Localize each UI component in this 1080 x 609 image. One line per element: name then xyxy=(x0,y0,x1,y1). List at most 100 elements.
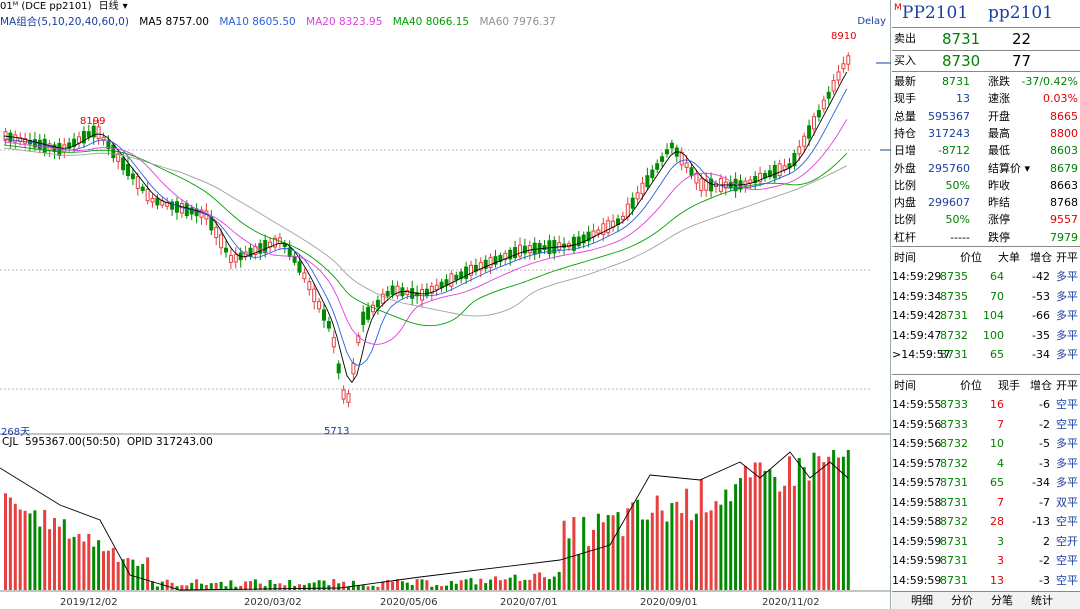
tab-price[interactable]: 分价 xyxy=(951,594,973,607)
volume-bar xyxy=(214,582,218,590)
volume-bar xyxy=(543,577,546,590)
volume-bar xyxy=(400,581,404,590)
stat-row: 内盘 299607 昨结 8768 xyxy=(892,194,1080,211)
candle xyxy=(464,266,469,279)
stat-value: -8712 xyxy=(938,144,970,158)
volume-bar xyxy=(837,457,840,590)
cell-open-close: 空平 xyxy=(1056,398,1078,411)
volume-bar xyxy=(645,519,649,590)
volume-bar xyxy=(464,579,468,590)
volume-bar xyxy=(758,462,762,590)
cell-open-close: 多平 xyxy=(1056,476,1078,489)
volume-bar xyxy=(435,585,439,590)
stat-label: 现手 xyxy=(894,92,916,106)
candle xyxy=(454,274,459,281)
volume-bar xyxy=(351,580,355,590)
cell-price: 8733 xyxy=(940,398,968,411)
volume-bar xyxy=(219,581,223,590)
candle xyxy=(478,262,483,271)
ma-line xyxy=(3,144,848,327)
stat-label: 杠杆 xyxy=(894,230,916,244)
volume-bar xyxy=(763,470,767,590)
cell-oi-change: -2 xyxy=(1039,554,1050,567)
volume-bar xyxy=(278,583,282,590)
table-row[interactable]: 14:59:59 8731 3 -2 空平 xyxy=(892,551,1080,571)
table-row[interactable]: 14:59:59 8731 3 2 空开 xyxy=(892,532,1080,552)
candle xyxy=(356,335,361,344)
table-row[interactable]: 14:59:47 8732 100 -35 多平 xyxy=(892,326,1080,346)
candle xyxy=(645,175,650,188)
volume-bar xyxy=(224,586,228,590)
volume-bar xyxy=(43,509,47,590)
cell-open-close: 多平 xyxy=(1056,309,1078,322)
kline-chart-pane[interactable]: 01ᴹ (DCE pp2101) 日线 ▾ MA组合(5,10,20,40,60,… xyxy=(0,0,891,609)
volume-bar xyxy=(655,495,659,590)
table-row[interactable]: 14:59:56 8733 7 -2 空平 xyxy=(892,415,1080,435)
volume-bar xyxy=(23,510,27,590)
volume-bar xyxy=(788,456,791,590)
candle xyxy=(552,239,557,254)
candle xyxy=(679,151,684,166)
volume-bar xyxy=(719,504,723,590)
period-selector[interactable]: 日线 xyxy=(98,1,119,12)
cell-time: 14:59:56 xyxy=(892,437,942,450)
cell-price: 8731 xyxy=(940,495,968,509)
table-row[interactable]: 14:59:57 8732 4 -3 多平 xyxy=(892,454,1080,474)
table-row[interactable]: 14:59:55 8733 16 -6 空平 xyxy=(892,395,1080,415)
volume-bar xyxy=(77,533,81,590)
cell-volume: 3 xyxy=(997,554,1004,567)
volume-bar xyxy=(170,582,174,590)
candle xyxy=(449,273,454,287)
table-row[interactable]: 14:59:29 8735 64 -42 多平 xyxy=(892,267,1080,287)
table-row[interactable]: 14:59:58 8732 28 -13 空平 xyxy=(892,512,1080,532)
stat-label: 比例 xyxy=(894,178,916,192)
cell-time: 14:59:58 xyxy=(892,515,942,528)
price-label-high1: 8199 xyxy=(80,116,105,127)
cell-volume: 7 xyxy=(997,495,1004,509)
candle xyxy=(748,179,753,184)
table-row[interactable]: 14:59:56 8732 10 -5 多平 xyxy=(892,434,1080,454)
cell-open-close: 多平 xyxy=(1056,456,1078,470)
cell-time: 14:59:59 xyxy=(892,573,942,587)
volume-bar xyxy=(547,579,551,590)
table-row[interactable]: 14:59:42 8731 104 -66 多平 xyxy=(892,306,1080,326)
candle xyxy=(557,242,562,251)
volume-bar xyxy=(513,574,517,590)
volume-bar xyxy=(641,519,644,590)
period-dropdown-icon[interactable]: ▾ xyxy=(122,1,128,12)
stat-label: 最高 xyxy=(988,126,1010,140)
table-row[interactable]: 14:59:58 8731 7 -7 双平 xyxy=(892,493,1080,513)
candle xyxy=(424,288,429,296)
candle xyxy=(782,165,787,171)
table-row[interactable]: 14:59:59 8731 13 -3 空平 xyxy=(892,571,1080,591)
volume-bar xyxy=(743,466,747,590)
candle xyxy=(797,146,802,155)
tab-ticks[interactable]: 分笔 xyxy=(991,594,1013,607)
cell-time: 14:59:59 xyxy=(892,534,942,548)
tab-stats[interactable]: 统计 xyxy=(1031,594,1053,607)
table-row[interactable]: 14:59:34 8735 70 -53 多平 xyxy=(892,287,1080,307)
bid-volume: 77 xyxy=(1012,52,1032,70)
table-row[interactable]: >14:59:57 8731 65 -34 多平 xyxy=(892,345,1080,365)
candle xyxy=(121,157,126,171)
volume-bar xyxy=(200,583,203,590)
price-label-high2: 8910 xyxy=(831,31,856,42)
volume-bar xyxy=(425,580,429,590)
volume-bar xyxy=(415,579,419,590)
tab-detail[interactable]: 明细 xyxy=(911,594,933,607)
volume-bar xyxy=(67,538,71,590)
table-row[interactable]: 14:59:57 8731 65 -34 多平 xyxy=(892,473,1080,493)
candle xyxy=(743,180,748,187)
ma-group-label[interactable]: MA组合(5,10,20,40,60,0) xyxy=(0,16,129,28)
volume-bar xyxy=(783,485,787,590)
volume-bar xyxy=(342,581,346,590)
column-header: 时间 xyxy=(894,379,916,392)
stat-label: 涨跌 xyxy=(988,75,1010,88)
volume-bar xyxy=(151,581,154,590)
volume-bar xyxy=(498,580,502,590)
volume-bar xyxy=(503,579,507,590)
ask-row: 卖出 8731 22 xyxy=(892,29,1080,49)
candle xyxy=(135,176,140,189)
volume-bar xyxy=(420,579,424,590)
cell-price: 8733 xyxy=(940,417,968,431)
